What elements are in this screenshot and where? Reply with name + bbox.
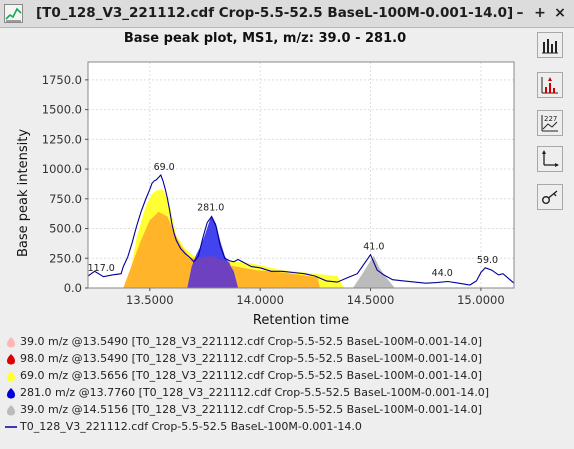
peak-label: 44.0 (432, 268, 453, 279)
title-bar: [T0_128_V3_221112.cdf Crop-5.5-52.5 Base… (0, 0, 574, 28)
peak-area-4 (187, 255, 239, 288)
legend-symbol (7, 370, 15, 381)
peak-label: 41.0 (363, 242, 384, 253)
peak-label: 69.0 (154, 162, 175, 173)
y-tick-label: 750.0 (49, 192, 82, 206)
chart-title: Base peak plot, MS1, m/z: 39.0 - 281.0 (123, 31, 407, 46)
legend-item[interactable]: 69.0 m/z @13.5656 [T0_128_V3_221112.cdf … (4, 367, 569, 384)
x-tick-label: 13.5000 (126, 293, 174, 307)
svg-text:227: 227 (544, 115, 557, 123)
legend-symbol (7, 353, 15, 364)
y-tick-label: 250.0 (49, 251, 82, 265)
legend-label: 39.0 m/z @13.5490 [T0_128_V3_221112.cdf … (20, 335, 483, 348)
chromatogram-line (87, 173, 515, 286)
legend-label: 69.0 m/z @13.5656 [T0_128_V3_221112.cdf … (20, 369, 483, 382)
legend-drop-symbol (7, 404, 15, 415)
legend-item[interactable]: 98.0 m/z @13.5490 [T0_128_V3_221112.cdf … (4, 350, 569, 367)
key-icon (542, 190, 558, 204)
y-tick-label: 1250.0 (42, 132, 82, 146)
label-toggle-icon: 227 (541, 115, 558, 132)
close-button[interactable]: × (554, 5, 566, 21)
plot-border (87, 61, 515, 289)
y-tick-label: 0.0 (64, 281, 82, 295)
legend-drop-symbol (7, 370, 15, 381)
x-axis-label: Retention time (253, 313, 349, 328)
legend-symbol (7, 336, 15, 347)
legend-drop-symbol (7, 336, 15, 347)
axes-button[interactable] (537, 146, 563, 172)
y-tick-label: 1750.0 (42, 73, 82, 87)
legend-drop-symbol (7, 387, 15, 398)
y-tick-label: 1500.0 (42, 103, 82, 117)
x-tick-label: 14.5000 (347, 293, 395, 307)
peak-label: 281.0 (197, 202, 224, 213)
y-tick-label: 1000.0 (42, 162, 82, 176)
legend: 39.0 m/z @13.5490 [T0_128_V3_221112.cdf … (4, 333, 569, 435)
x-tick-label: 15.0000 (457, 293, 505, 307)
peak-area-2 (123, 211, 320, 288)
peak-label: 59.0 (477, 255, 498, 266)
peak-marker-button[interactable] (537, 72, 563, 98)
legend-item[interactable]: 39.0 m/z @14.5156 [T0_128_V3_221112.cdf … (4, 401, 569, 418)
bar-chart-icon (542, 39, 558, 54)
legend-drop-symbol (7, 353, 15, 364)
axes-icon (542, 150, 559, 167)
legend-symbol (7, 404, 15, 415)
legend-label: T0_128_V3_221112.cdf Crop-5.5-52.5 BaseL… (20, 420, 362, 433)
legend-symbol (7, 387, 15, 398)
legend-symbol (5, 425, 17, 428)
app-logo-icon (4, 4, 23, 23)
legend-item[interactable]: T0_128_V3_221112.cdf Crop-5.5-52.5 BaseL… (4, 418, 569, 435)
legend-item[interactable]: 39.0 m/z @13.5490 [T0_128_V3_221112.cdf … (4, 333, 569, 350)
chart[interactable]: 117.0 69.0 281.0 41.0 44.0 59.0 0.0 250.0 500.0… (0, 48, 530, 333)
label-toggle-button[interactable]: 227 (537, 110, 563, 136)
legend-label: 39.0 m/z @14.5156 [T0_128_V3_221112.cdf … (20, 403, 483, 416)
legend-label: 281.0 m/z @13.7760 [T0_128_V3_221112.cdf… (20, 386, 490, 399)
legend-item[interactable]: 281.0 m/z @13.7760 [T0_128_V3_221112.cdf… (4, 384, 569, 401)
maximize-button[interactable]: + (534, 5, 546, 21)
y-axis-label: Base peak intensity (16, 129, 31, 257)
bar-chart-button[interactable] (537, 32, 563, 58)
x-tick-label: 14.0000 (236, 293, 284, 307)
legend-label: 98.0 m/z @13.5490 [T0_128_V3_221112.cdf … (20, 352, 483, 365)
peak-marker-icon (541, 77, 558, 94)
peak-area-5 (352, 255, 395, 288)
window-title: [T0_128_V3_221112.cdf Crop-5.5-52.5 Base… (36, 5, 512, 21)
y-tick-label: 500.0 (49, 222, 82, 236)
minimize-button[interactable]: – (516, 5, 524, 21)
peak-label: 117.0 (88, 263, 115, 274)
key-button[interactable] (537, 184, 563, 210)
